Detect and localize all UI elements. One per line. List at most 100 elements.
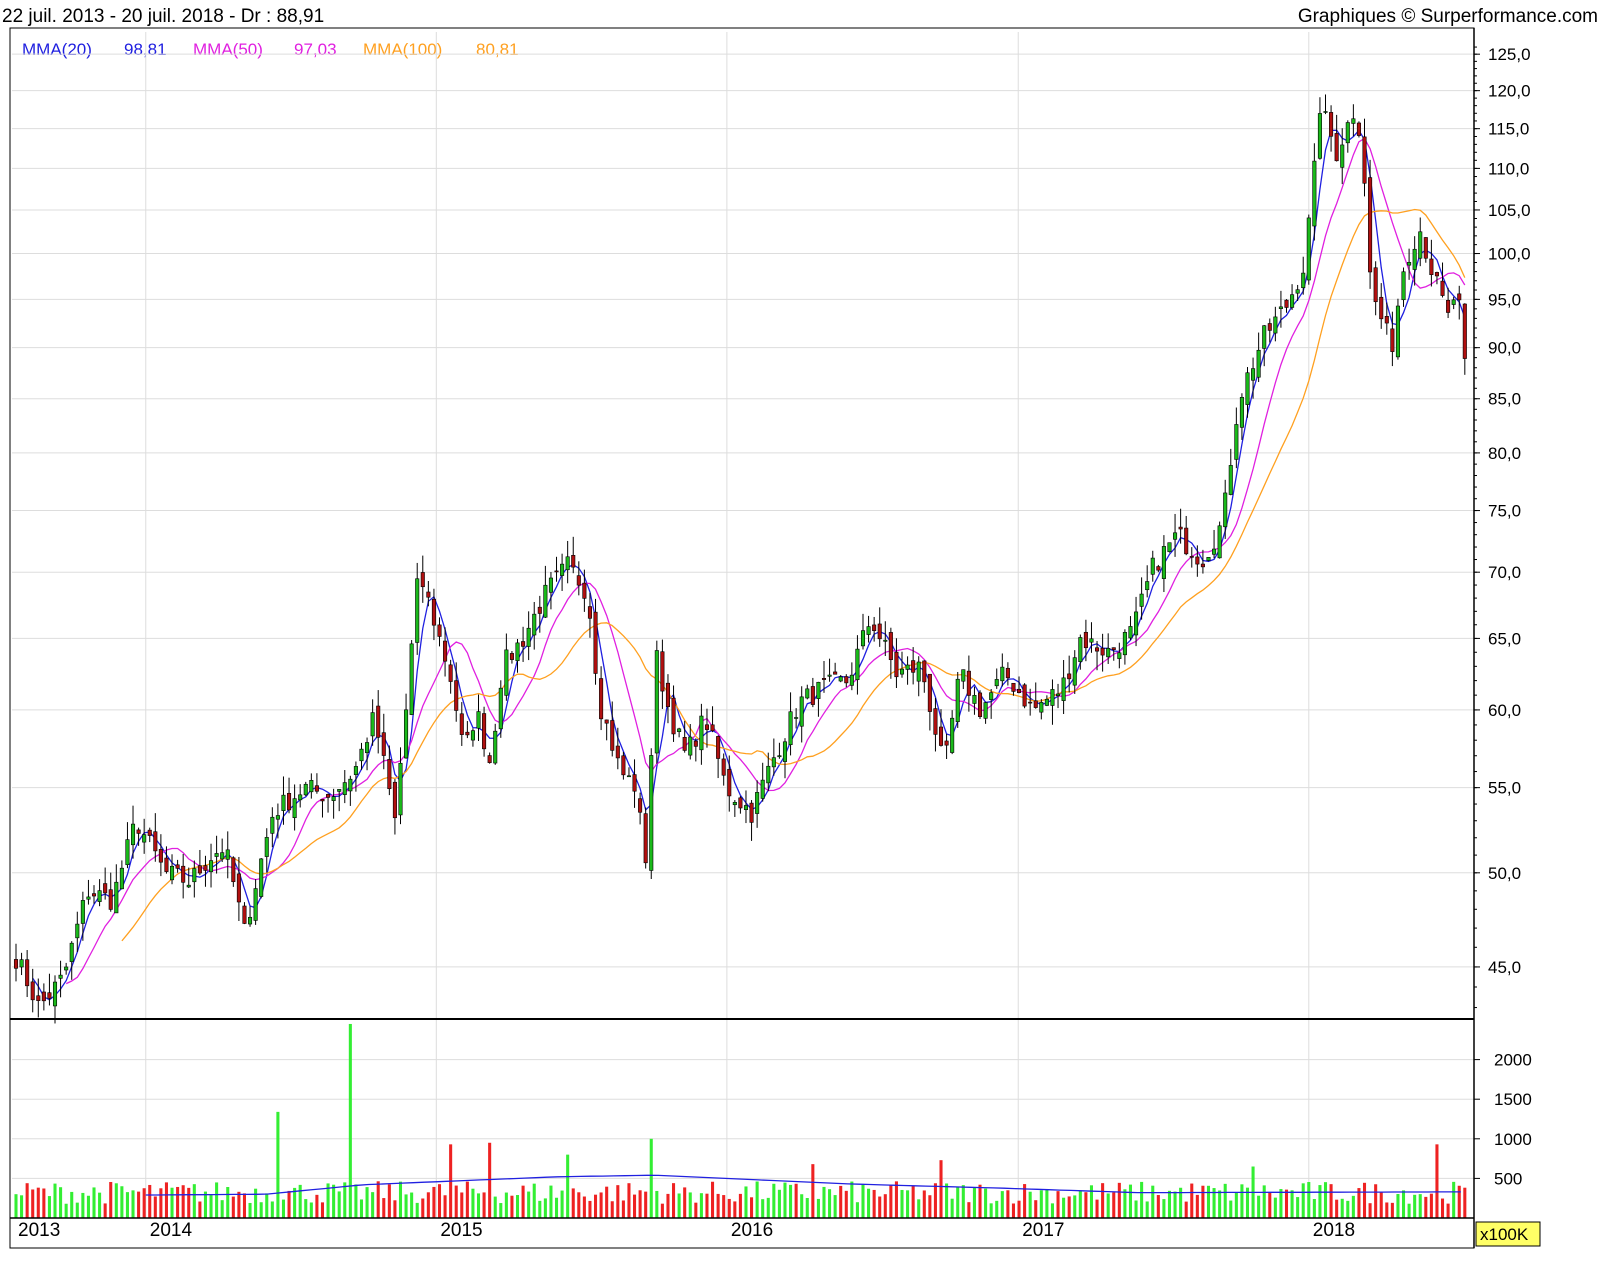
- candle-body: [1100, 647, 1105, 656]
- volume-bar: [14, 1194, 18, 1218]
- volume-bar: [621, 1200, 625, 1218]
- volume-bar: [772, 1183, 776, 1218]
- candle-body: [654, 650, 659, 754]
- candle-body: [716, 736, 721, 759]
- candle-body: [1050, 689, 1055, 706]
- volume-bar: [198, 1201, 202, 1218]
- x-tick-label: 2016: [731, 1220, 773, 1241]
- candle-body: [515, 642, 520, 662]
- volume-bar: [839, 1185, 843, 1218]
- candle-body: [114, 881, 119, 914]
- price-tick-label: 100,0: [1488, 245, 1531, 264]
- volume-bar: [1162, 1199, 1166, 1218]
- candle-body: [1178, 526, 1183, 530]
- volume-bar: [917, 1199, 921, 1218]
- candle-body: [1239, 397, 1244, 428]
- candle-body: [833, 671, 838, 675]
- candle-body: [181, 865, 186, 883]
- chart-frame: [9, 27, 1475, 1249]
- volume-bar: [833, 1195, 837, 1218]
- candle-body: [459, 713, 464, 735]
- volume-bar: [421, 1198, 425, 1218]
- volume-bar: [1351, 1195, 1355, 1218]
- candle-body: [264, 837, 269, 857]
- volume-bar: [766, 1197, 770, 1218]
- candle-body: [805, 688, 810, 699]
- candle-body: [816, 681, 821, 699]
- volume-bar: [1184, 1201, 1188, 1218]
- candle-body: [649, 755, 654, 871]
- price-tick-label: 60,0: [1488, 701, 1521, 720]
- volume-bar: [1112, 1192, 1116, 1218]
- candle-body: [197, 865, 202, 874]
- volume-bar: [114, 1183, 118, 1218]
- candle-body: [420, 572, 425, 588]
- candle-body: [1323, 111, 1328, 113]
- candle-body: [1462, 303, 1467, 359]
- volume-bar: [1206, 1185, 1211, 1218]
- volume-bar: [53, 1183, 57, 1218]
- candle-body: [860, 630, 866, 647]
- volume-bar: [1301, 1183, 1305, 1218]
- volume-bar: [1296, 1197, 1300, 1218]
- candle-body: [855, 648, 860, 681]
- candle-body: [259, 858, 264, 897]
- volume-bar: [70, 1191, 74, 1218]
- candle-body: [326, 794, 331, 798]
- candle-body: [1340, 144, 1345, 168]
- volume-bar: [1396, 1193, 1400, 1218]
- volume-bar: [933, 1183, 937, 1218]
- volume-bar: [226, 1187, 230, 1218]
- candle-body: [125, 839, 130, 866]
- grid: [12, 32, 1474, 1218]
- candle-body: [899, 668, 905, 675]
- volume-bar: [616, 1185, 620, 1218]
- candle-body: [660, 651, 665, 692]
- volume-average-line: [145, 1174, 1461, 1196]
- candle-body: [509, 653, 514, 660]
- candle-body: [777, 755, 782, 758]
- candle-body: [487, 755, 492, 763]
- volume-bar: [610, 1201, 614, 1218]
- volume-bar: [644, 1191, 648, 1218]
- candle-body: [381, 732, 386, 756]
- volume-bar: [1273, 1197, 1277, 1218]
- candle-body: [560, 563, 565, 576]
- candle-body: [1451, 299, 1456, 305]
- candle-body: [58, 974, 63, 979]
- volume-bar: [571, 1188, 575, 1218]
- price-tick-label: 65,0: [1488, 629, 1521, 648]
- volume-bar: [783, 1182, 787, 1218]
- mma50-line: [65, 137, 1466, 985]
- volume-bar: [348, 1023, 352, 1218]
- candle-body: [610, 720, 615, 751]
- candle-body: [298, 794, 303, 801]
- volume-bar: [1084, 1192, 1088, 1218]
- candles: [13, 94, 1467, 1024]
- candle-body: [1329, 112, 1334, 137]
- volume-bar: [1062, 1197, 1066, 1218]
- volume-bar: [376, 1181, 380, 1218]
- candle-body: [275, 815, 280, 820]
- volume-bar: [482, 1192, 486, 1218]
- volume-bar: [1050, 1203, 1054, 1218]
- candle-body: [64, 966, 69, 971]
- candle-body: [1373, 267, 1378, 303]
- candle-body: [164, 857, 169, 872]
- candle-body: [69, 942, 74, 962]
- volume-bar: [694, 1202, 698, 1218]
- candle-body: [214, 853, 219, 857]
- candle-body: [1016, 688, 1022, 693]
- volume-bar: [828, 1189, 832, 1218]
- volume-bar: [209, 1194, 213, 1218]
- volume-bar: [309, 1202, 313, 1218]
- candle-body: [1306, 217, 1311, 281]
- candle-body: [911, 660, 916, 673]
- volume-bar: [956, 1186, 960, 1218]
- candle-body: [498, 687, 503, 730]
- volume-bar: [744, 1186, 748, 1218]
- candle-body: [1212, 548, 1217, 555]
- candle-body: [994, 679, 999, 687]
- volume-bar: [382, 1198, 386, 1218]
- volume-bar: [967, 1202, 971, 1218]
